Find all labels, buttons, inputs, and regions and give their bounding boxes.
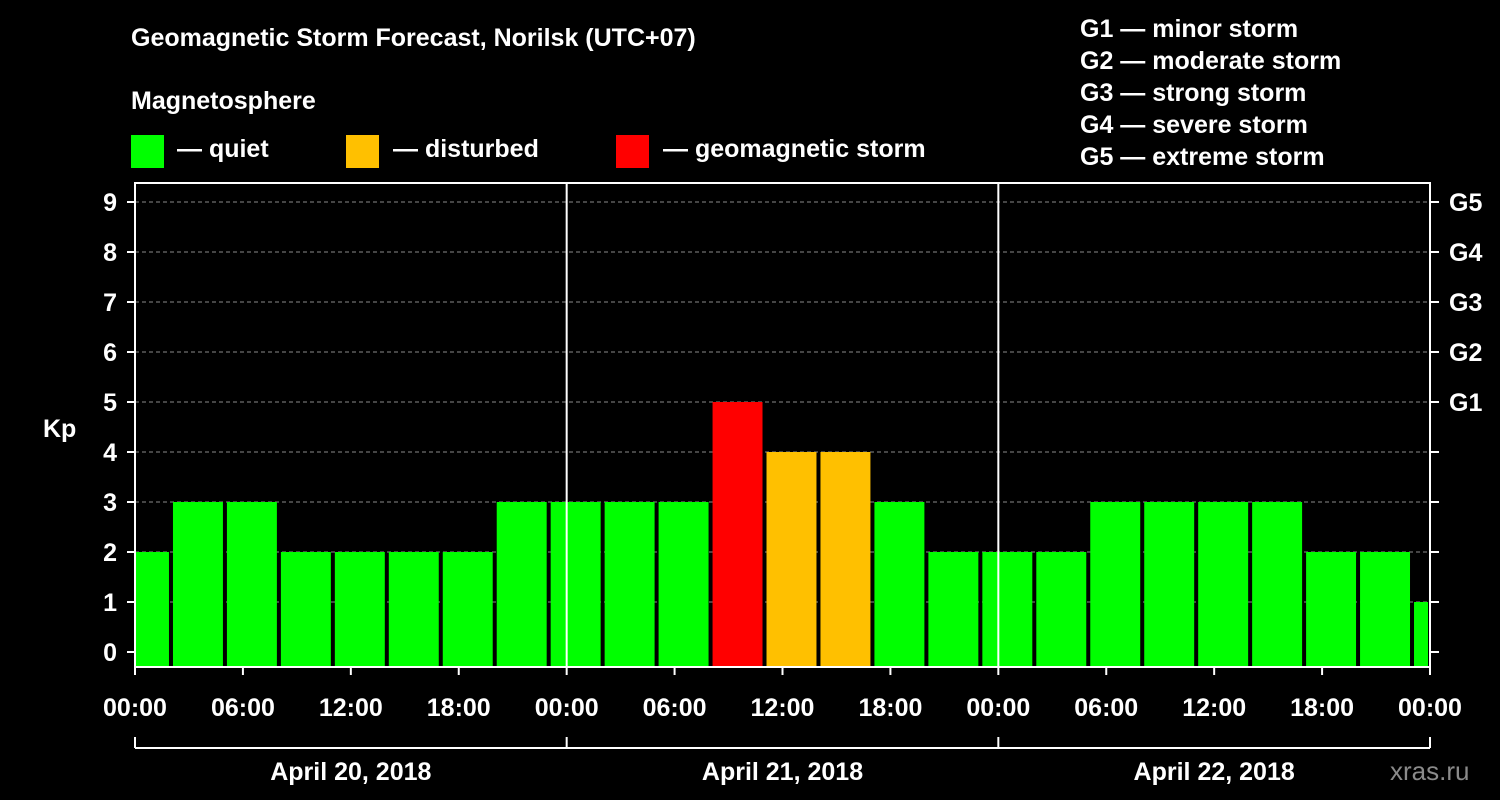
kp-bar bbox=[658, 502, 709, 667]
y-tick-label: 9 bbox=[103, 189, 117, 217]
y-axis-label: Kp bbox=[43, 415, 76, 443]
x-tick-label: 18:00 bbox=[858, 694, 922, 722]
kp-bar bbox=[280, 552, 331, 667]
kp-bar bbox=[496, 502, 547, 667]
legend-label-disturbed: — disturbed bbox=[393, 135, 539, 163]
kp-bar bbox=[874, 502, 925, 667]
storm-level-label: G1 bbox=[1449, 389, 1482, 417]
kp-bar bbox=[334, 552, 385, 667]
storm-scale-g3: G3 — strong storm bbox=[1080, 79, 1307, 107]
x-tick-label: 12:00 bbox=[319, 694, 383, 722]
x-tick-label: 00:00 bbox=[966, 694, 1030, 722]
y-tick-label: 0 bbox=[103, 639, 117, 667]
storm-level-label: G5 bbox=[1449, 189, 1482, 217]
watermark: xras.ru bbox=[1390, 756, 1470, 786]
legend-swatch-disturbed bbox=[346, 135, 379, 168]
storm-level-label: G2 bbox=[1449, 339, 1482, 367]
storm-level-label: G3 bbox=[1449, 289, 1482, 317]
x-tick-label: 00:00 bbox=[1398, 694, 1462, 722]
magnetosphere-label: Magnetosphere bbox=[131, 87, 316, 115]
storm-scale-g2: G2 — moderate storm bbox=[1080, 47, 1342, 75]
legend-swatch-storm bbox=[616, 135, 649, 168]
storm-scale-g4: G4 — severe storm bbox=[1080, 111, 1308, 139]
kp-bar bbox=[820, 452, 871, 667]
x-tick-label: 18:00 bbox=[1290, 694, 1354, 722]
x-tick-label: 06:00 bbox=[643, 694, 707, 722]
x-tick-label: 12:00 bbox=[1182, 694, 1246, 722]
kp-bar bbox=[1090, 502, 1141, 667]
kp-bar bbox=[604, 502, 655, 667]
legend-label-quiet: — quiet bbox=[177, 135, 269, 163]
x-tick-label: 06:00 bbox=[1074, 694, 1138, 722]
y-tick-label: 1 bbox=[103, 589, 117, 617]
day-label: April 20, 2018 bbox=[270, 758, 431, 786]
x-tick-label: 00:00 bbox=[535, 694, 599, 722]
kp-bar bbox=[1306, 552, 1357, 667]
kp-bar bbox=[1414, 602, 1428, 667]
day-label: April 22, 2018 bbox=[1134, 758, 1295, 786]
kp-bar bbox=[982, 552, 1033, 667]
kp-bar bbox=[388, 552, 439, 667]
y-tick-label: 5 bbox=[103, 389, 117, 417]
kp-bar bbox=[550, 502, 601, 667]
storm-scale-g5: G5 — extreme storm bbox=[1080, 143, 1325, 171]
kp-bar bbox=[136, 552, 169, 667]
y-tick-label: 3 bbox=[103, 489, 117, 517]
kp-bar bbox=[928, 552, 979, 667]
x-tick-label: 18:00 bbox=[427, 694, 491, 722]
kp-bar bbox=[766, 452, 817, 667]
kp-bar bbox=[442, 552, 493, 667]
storm-scale-g1: G1 — minor storm bbox=[1080, 15, 1299, 43]
x-tick-label: 12:00 bbox=[751, 694, 815, 722]
legend-label-storm: — geomagnetic storm bbox=[663, 135, 926, 163]
x-tick-label: 00:00 bbox=[103, 694, 167, 722]
kp-bar bbox=[1144, 502, 1195, 667]
y-tick-label: 4 bbox=[103, 439, 117, 467]
storm-level-label: G4 bbox=[1449, 239, 1482, 267]
day-label: April 21, 2018 bbox=[702, 758, 863, 786]
kp-bar bbox=[226, 502, 277, 667]
kp-bar bbox=[1036, 552, 1087, 667]
kp-bar bbox=[712, 402, 763, 667]
y-tick-label: 7 bbox=[103, 289, 117, 317]
kp-bar bbox=[1198, 502, 1249, 667]
chart-title: Geomagnetic Storm Forecast, Norilsk (UTC… bbox=[131, 24, 696, 52]
kp-bar bbox=[1360, 552, 1411, 667]
kp-bar bbox=[1252, 502, 1303, 667]
kp-bar bbox=[172, 502, 223, 667]
y-tick-label: 2 bbox=[103, 539, 117, 567]
x-tick-label: 06:00 bbox=[211, 694, 275, 722]
y-tick-label: 6 bbox=[103, 339, 117, 367]
y-tick-label: 8 bbox=[103, 239, 117, 267]
legend-swatch-quiet bbox=[131, 135, 164, 168]
